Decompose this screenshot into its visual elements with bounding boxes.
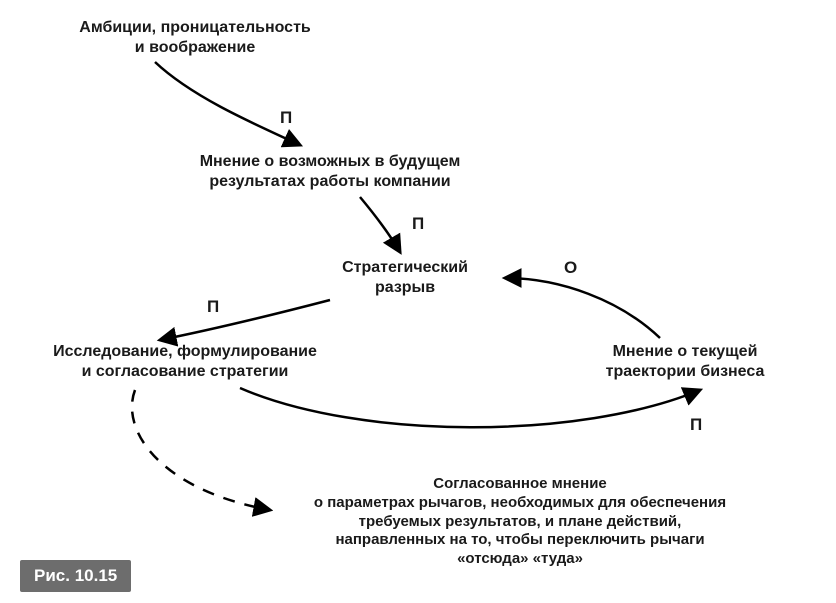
figure-caption: Рис. 10.15	[20, 560, 131, 592]
strategy-flowchart: Амбиции, проницательность и воображение …	[0, 0, 836, 603]
edge-e6	[132, 390, 270, 510]
edge-e1	[155, 62, 300, 145]
edge-label-4: П	[207, 297, 219, 317]
node-future-opinion: Мнение о возможных в будущем результатах…	[165, 152, 495, 192]
edge-e4	[160, 300, 330, 340]
edge-e2	[360, 197, 400, 252]
edge-label-1: П	[280, 108, 292, 128]
edge-label-2: П	[412, 214, 424, 234]
node-research-strategy: Исследование, формулирование и согласова…	[25, 342, 345, 382]
edge-label-3: О	[564, 258, 577, 278]
edge-e5	[240, 388, 700, 427]
node-strategic-gap: Стратегический разрыв	[310, 258, 500, 298]
edge-e3	[505, 278, 660, 338]
node-current-trajectory: Мнение о текущей траектории бизнеса	[570, 342, 800, 382]
edge-label-5: П	[690, 415, 702, 435]
node-ambitions: Амбиции, проницательность и воображение	[50, 18, 340, 58]
node-agreed-opinion: Согласованное мнение о параметрах рычаго…	[260, 475, 780, 569]
